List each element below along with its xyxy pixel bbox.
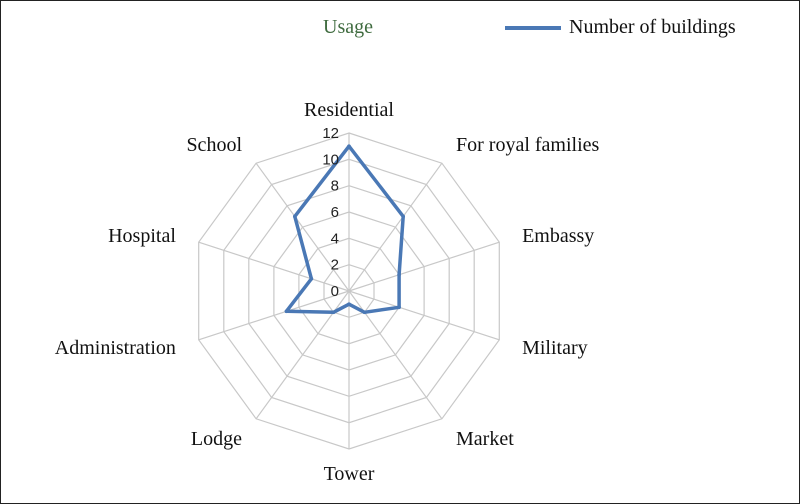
data-point <box>347 144 351 148</box>
data-point <box>397 305 401 310</box>
axis-label: Market <box>456 428 514 450</box>
radial-tick-label: 6 <box>331 204 339 221</box>
axis-label: Military <box>522 337 588 359</box>
axis-label: Residential <box>304 99 394 121</box>
legend: Number of buildings <box>505 16 736 39</box>
radial-tick-label: 8 <box>331 178 339 195</box>
axis-label: For royal families <box>456 134 600 156</box>
legend-label: Number of buildings <box>569 16 736 38</box>
data-point <box>331 310 336 315</box>
grid-spoke <box>255 162 350 292</box>
legend-swatch <box>505 25 561 30</box>
axis-label: Lodge <box>191 428 242 450</box>
data-point <box>309 277 314 281</box>
chart-title: Usage <box>323 16 373 38</box>
data-point <box>401 214 406 219</box>
data-point <box>347 302 351 307</box>
radial-tick-label: 2 <box>331 257 339 274</box>
grid-spoke <box>198 241 350 292</box>
grid-spoke <box>348 241 500 292</box>
data-point <box>293 214 297 219</box>
axis-label: Embassy <box>522 225 594 247</box>
grid-spoke <box>348 162 443 292</box>
data-point <box>362 310 367 315</box>
data-point <box>284 309 289 314</box>
data-point <box>397 272 401 277</box>
grid-spoke <box>198 290 350 341</box>
radial-tick-label: 12 <box>322 125 339 142</box>
axis-label: Hospital <box>108 225 176 247</box>
radar-grid <box>198 132 500 450</box>
axis-label: Tower <box>324 463 375 485</box>
axis-labels: Residential For royal families Embassy Mili… <box>55 99 600 485</box>
grid-spoke <box>348 290 500 341</box>
axis-label: Administration <box>55 337 176 359</box>
radial-ticks: 0 2 4 6 8 10 12 <box>322 125 339 300</box>
radial-tick-label: 10 <box>322 151 339 168</box>
radial-tick-label: 4 <box>331 230 339 247</box>
radial-tick-label: 0 <box>331 283 339 300</box>
axis-label: School <box>186 134 242 156</box>
